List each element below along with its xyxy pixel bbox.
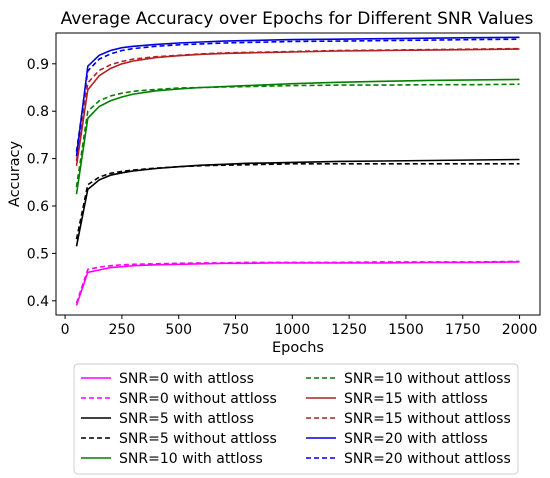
x-tick-label: 250	[109, 322, 136, 338]
series-line-2	[75, 158, 520, 247]
y-tick-label: 0.8	[27, 104, 49, 120]
legend-box	[73, 363, 519, 475]
legend-entry: SNR=0 with attloss	[119, 371, 254, 387]
chart-title: Average Accuracy over Epochs for Differe…	[61, 9, 534, 29]
x-tick-label: 1250	[331, 322, 367, 338]
series-line-0	[75, 261, 520, 306]
y-tick-label: 0.7	[27, 152, 49, 168]
x-tick-label: 1000	[274, 322, 310, 338]
y-tick-label: 0.6	[27, 199, 49, 215]
legend-entry: SNR=0 without attloss	[119, 391, 277, 407]
series-line-4	[75, 78, 520, 195]
legend-entry: SNR=5 with attloss	[119, 411, 254, 427]
series-line-7	[75, 47, 520, 162]
legend-entry: SNR=10 without attloss	[344, 371, 511, 387]
y-axis-label: Accuracy	[7, 140, 23, 207]
y-tick-label: 0.9	[27, 57, 49, 73]
x-tick-label: 0	[61, 322, 70, 338]
legend-entry: SNR=15 with attloss	[344, 391, 488, 407]
x-tick-label: 750	[222, 322, 249, 338]
legend-entry: SNR=15 without attloss	[344, 411, 511, 427]
series-line-5	[75, 83, 520, 188]
series-line-8	[75, 36, 520, 157]
legend-entry: SNR=20 with attloss	[344, 431, 488, 447]
legend-entry: SNR=5 without attloss	[119, 431, 277, 447]
x-tick-label: 1500	[388, 322, 424, 338]
legend-entry: SNR=20 without attloss	[344, 451, 511, 467]
y-tick-label: 0.4	[27, 294, 49, 310]
series-line-6	[75, 48, 520, 166]
x-axis-label: Epochs	[272, 340, 324, 356]
legend-entry: SNR=10 with attloss	[119, 451, 263, 467]
x-tick-label: 500	[165, 322, 192, 338]
series-line-9	[75, 38, 520, 152]
x-tick-label: 2000	[502, 322, 538, 338]
series-line-3	[75, 163, 520, 240]
y-tick-label: 0.5	[27, 246, 49, 262]
axis-ticks: 0 250 500 750 1000 1250 1500 1750 2000 0.4 0.5 0.6 0…	[27, 57, 538, 338]
plot-area	[75, 36, 520, 306]
series-line-1	[75, 260, 520, 304]
plot-frame	[55, 32, 541, 316]
x-tick-label: 1750	[445, 322, 481, 338]
legend: SNR=0 with attloss SNR=0 without attloss S…	[73, 363, 519, 475]
